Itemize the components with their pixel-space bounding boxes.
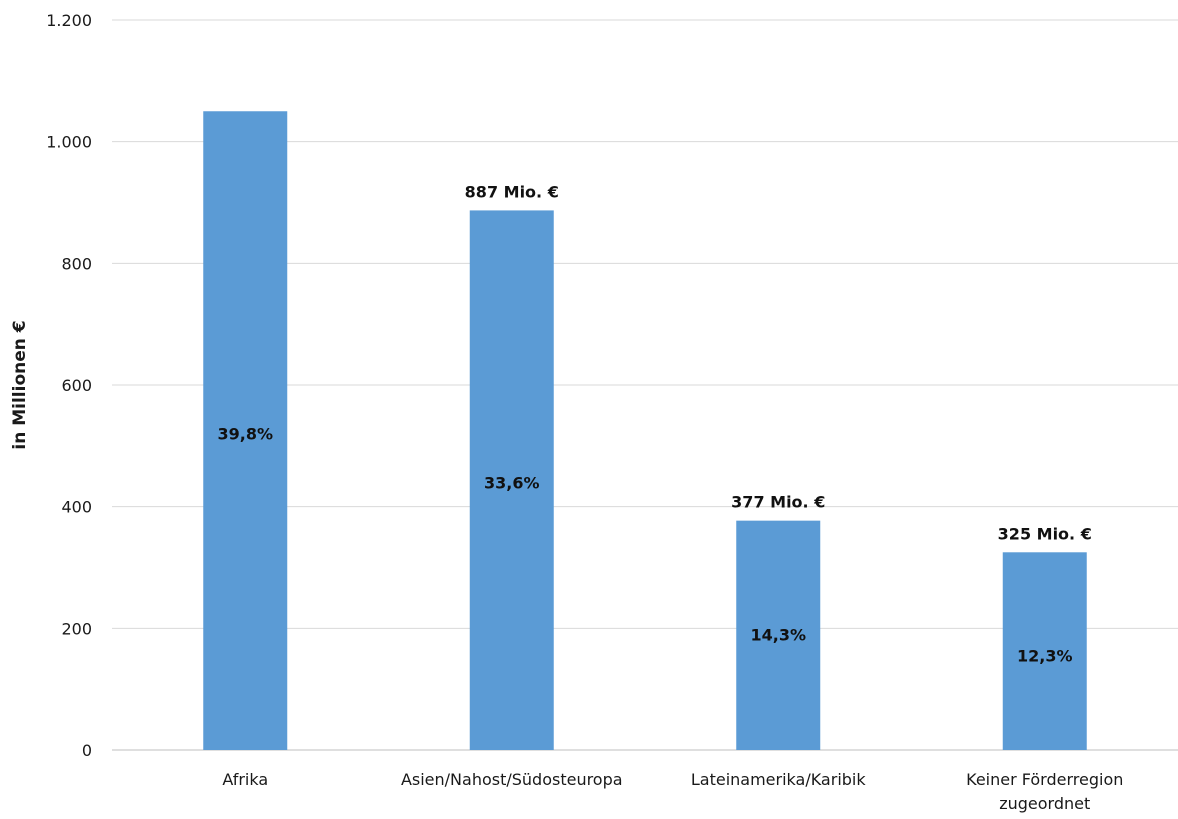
y-tick-label: 600 — [61, 376, 92, 395]
bar — [203, 111, 288, 750]
bar-percent-label: 39,8% — [217, 425, 273, 444]
x-category-label: Asien/Nahost/Südosteuropa — [401, 770, 623, 789]
x-category-label: Lateinamerika/Karibik — [691, 770, 867, 789]
x-category-label: Keiner Förderregion — [966, 770, 1123, 789]
x-category-label: zugeordnet — [999, 794, 1090, 813]
x-category-label: Afrika — [222, 770, 268, 789]
bar-percent-label: 12,3% — [1017, 647, 1073, 666]
bar-value-label: 887 Mio. € — [465, 182, 559, 201]
y-tick-label: 1.200 — [46, 11, 92, 30]
bar-percent-label: 14,3% — [750, 625, 806, 644]
gridlines — [112, 19, 1178, 751]
bar — [469, 210, 554, 751]
bars — [203, 111, 1087, 751]
y-tick-label: 800 — [61, 254, 92, 273]
y-tick-label: 200 — [61, 619, 92, 638]
bar-value-label: 377 Mio. € — [731, 493, 825, 512]
y-axis-ticks: 0 200 400 600 800 1.000 1.200 — [46, 11, 92, 760]
bar — [736, 520, 821, 750]
data-labels: 39,8% 887 Mio. € 33,6% 377 Mio. € 14,3% 325 M… — [217, 182, 1091, 665]
y-tick-label: 0 — [82, 741, 92, 760]
y-axis-title: in Millionen € — [10, 320, 30, 449]
bar-percent-label: 33,6% — [484, 473, 540, 492]
y-tick-label: 1.000 — [46, 133, 92, 152]
y-tick-label: 400 — [61, 498, 92, 517]
bar-value-label: 325 Mio. € — [998, 524, 1092, 543]
bar — [1002, 552, 1087, 750]
x-axis-categories: Afrika Asien/Nahost/Südosteuropa Lateiname… — [222, 770, 1123, 813]
